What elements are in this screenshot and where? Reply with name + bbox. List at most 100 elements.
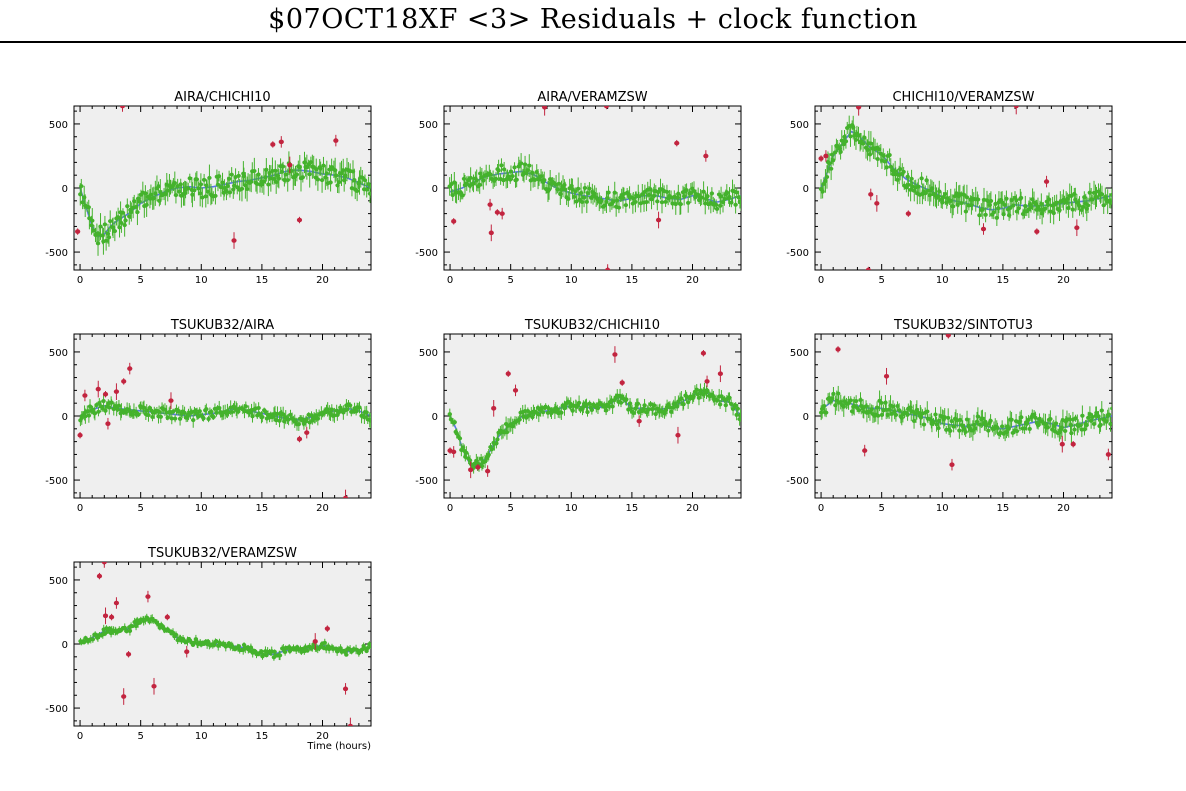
good-point — [991, 210, 996, 215]
good-point — [595, 406, 601, 411]
good-point — [1027, 426, 1032, 431]
data-layer — [77, 362, 371, 498]
good-point — [948, 428, 953, 433]
good-point — [1094, 194, 1099, 199]
good-point — [1069, 431, 1074, 436]
flagged-point — [121, 379, 127, 384]
good-point — [1089, 197, 1095, 202]
good-point — [280, 164, 286, 169]
good-point — [368, 644, 371, 649]
good-point — [106, 235, 112, 240]
good-point — [578, 190, 584, 195]
good-point — [820, 189, 825, 194]
good-point — [945, 415, 951, 420]
good-point — [542, 178, 547, 183]
good-point — [733, 202, 738, 207]
good-point — [906, 182, 911, 187]
good-point — [508, 177, 513, 182]
good-point — [681, 402, 686, 407]
good-point — [1045, 425, 1050, 430]
good-point — [959, 201, 964, 206]
good-point — [229, 410, 235, 415]
flagged-point — [619, 380, 625, 385]
good-point — [972, 426, 978, 431]
y-tick-label: -500 — [45, 704, 68, 715]
data-layer — [78, 562, 371, 726]
good-point — [83, 414, 88, 419]
y-tick-label: 0 — [432, 184, 438, 195]
good-point — [1098, 422, 1103, 427]
good-point — [651, 193, 656, 198]
flagged-point — [505, 371, 511, 377]
good-point — [616, 205, 622, 210]
good-point — [727, 194, 732, 199]
good-point — [909, 176, 914, 181]
flagged-point — [491, 406, 497, 411]
good-point — [570, 408, 575, 413]
good-point — [603, 408, 609, 413]
good-point — [993, 201, 998, 206]
good-point — [489, 447, 494, 452]
good-point — [649, 197, 654, 202]
good-point — [460, 193, 465, 198]
y-tick-label: 500 — [49, 576, 68, 587]
residual-panel-6: TSUKUB32/SINTOTU3 0 5 10 15 20 -500 0 500 — [786, 318, 1113, 514]
good-point — [304, 417, 309, 422]
good-point — [653, 412, 658, 417]
good-point — [285, 178, 290, 183]
good-point — [890, 404, 896, 409]
flagged-point — [865, 267, 871, 270]
good-point — [631, 410, 636, 415]
good-point — [226, 176, 232, 181]
flagged-point — [75, 229, 81, 234]
good-point — [1101, 203, 1106, 208]
good-point — [495, 437, 500, 442]
x-tick-label: 0 — [77, 503, 83, 514]
panel-title: TSUKUB32/AIRA — [170, 318, 274, 333]
good-point — [1070, 207, 1075, 212]
flagged-point — [1059, 441, 1065, 447]
good-point — [129, 209, 134, 214]
good-point — [279, 169, 285, 174]
good-point — [951, 424, 956, 429]
flagged-point — [342, 686, 349, 692]
good-point — [239, 186, 245, 191]
good-point — [112, 229, 118, 234]
good-point — [853, 137, 859, 142]
good-point — [243, 404, 249, 409]
flagged-point — [488, 230, 494, 236]
good-point — [117, 225, 122, 230]
flagged-point — [121, 694, 127, 699]
good-point — [1054, 200, 1059, 205]
good-point — [95, 241, 101, 246]
flagged-point — [333, 138, 339, 143]
good-point — [582, 185, 588, 190]
flagged-point — [603, 106, 610, 109]
good-point — [144, 202, 149, 207]
good-point — [963, 209, 969, 214]
good-point — [646, 407, 651, 412]
good-point — [122, 223, 127, 228]
good-point — [294, 172, 300, 177]
good-point — [527, 163, 532, 168]
good-point — [207, 175, 212, 180]
good-point — [1096, 414, 1101, 419]
good-point — [352, 178, 357, 183]
good-point — [146, 413, 151, 418]
good-point — [896, 408, 902, 413]
good-point — [734, 412, 739, 417]
good-point — [830, 158, 836, 163]
good-point — [198, 182, 204, 187]
good-point — [116, 403, 122, 408]
good-point — [332, 168, 338, 173]
good-point — [652, 403, 657, 408]
good-point — [218, 185, 224, 190]
good-point — [206, 416, 211, 421]
good-point — [964, 195, 970, 200]
flagged-point — [287, 162, 293, 168]
good-point — [587, 186, 592, 191]
flagged-point — [1105, 452, 1111, 457]
good-point — [901, 169, 906, 174]
good-point — [734, 190, 739, 195]
flagged-point — [102, 613, 109, 619]
